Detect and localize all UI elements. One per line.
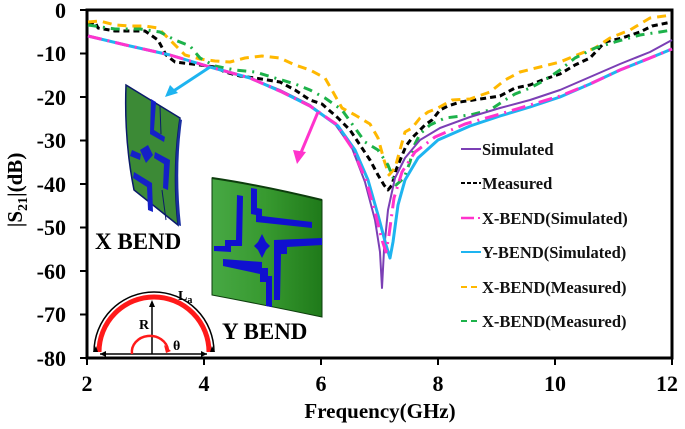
annotation-arrows [165,65,320,164]
bend-geometry-diagram [93,291,215,357]
y-bend-label: Y BEND [222,319,307,344]
svg-text:Y-BEND(Simulated): Y-BEND(Simulated) [482,243,626,262]
y-tick: -60 [37,259,66,284]
y-tick: -50 [37,215,66,240]
y-bend-antenna-illustration [211,177,323,318]
y-tick: -20 [37,85,66,110]
arc-length-label: La [178,289,192,306]
svg-text:X-BEND(Measured): X-BEND(Measured) [482,312,627,331]
x-tick: 12 [656,371,678,396]
series-xbend-simulated [87,34,673,254]
legend: Simulated Measured X-BEND(Simulated) Y-B… [461,140,628,331]
svg-text:X-BEND(Simulated): X-BEND(Simulated) [482,209,628,228]
x-tick: 2 [82,371,93,396]
arrow-head-icon [165,85,178,97]
legend-item-ybend-simulated: Y-BEND(Simulated) [461,243,626,262]
y-tick: 0 [55,0,66,23]
x-axis-label: Frequency(GHz) [304,399,455,423]
y-tick-labels: 0 -10 -20 -30 -40 -50 -60 -70 -80 [37,0,66,371]
x-bend-label: X BEND [95,229,181,254]
x-tick: 8 [433,371,444,396]
y-tick: -30 [37,128,66,153]
radius-label: R [139,318,150,333]
x-axis [86,358,673,365]
series-xbend-measured-orange [87,13,673,177]
legend-item-simulated: Simulated [461,140,554,159]
series-lines [87,13,673,289]
legend-item-xbend-measured-green: X-BEND(Measured) [461,312,627,331]
arrow-head-icon [293,150,306,164]
y-axis [80,9,87,359]
y-tick: -10 [37,41,66,66]
series-xbend-measured-green [87,23,673,187]
x-tick: 10 [544,371,566,396]
x-tick: 4 [199,371,210,396]
legend-item-xbend-measured-orange: X-BEND(Measured) [461,278,627,297]
x-bend-antenna-illustration [124,83,182,227]
x-tick-labels: 2 4 6 8 10 12 [82,371,679,396]
arrow-to-y-bend [298,111,320,156]
y-tick: -80 [37,346,66,371]
legend-item-xbend-simulated: X-BEND(Simulated) [461,209,628,228]
y-tick: -40 [37,172,66,197]
svg-text:X-BEND(Measured): X-BEND(Measured) [482,278,627,297]
arrow-to-x-bend [171,65,211,94]
legend-item-measured: Measured [461,174,552,193]
x-tick: 6 [316,371,327,396]
svg-text:Measured: Measured [482,174,552,193]
svg-text:Simulated: Simulated [482,140,554,159]
theta-label: θ [173,339,180,354]
y-tick: -70 [37,302,66,327]
y-axis-label: |S21|(dB) [3,153,31,228]
